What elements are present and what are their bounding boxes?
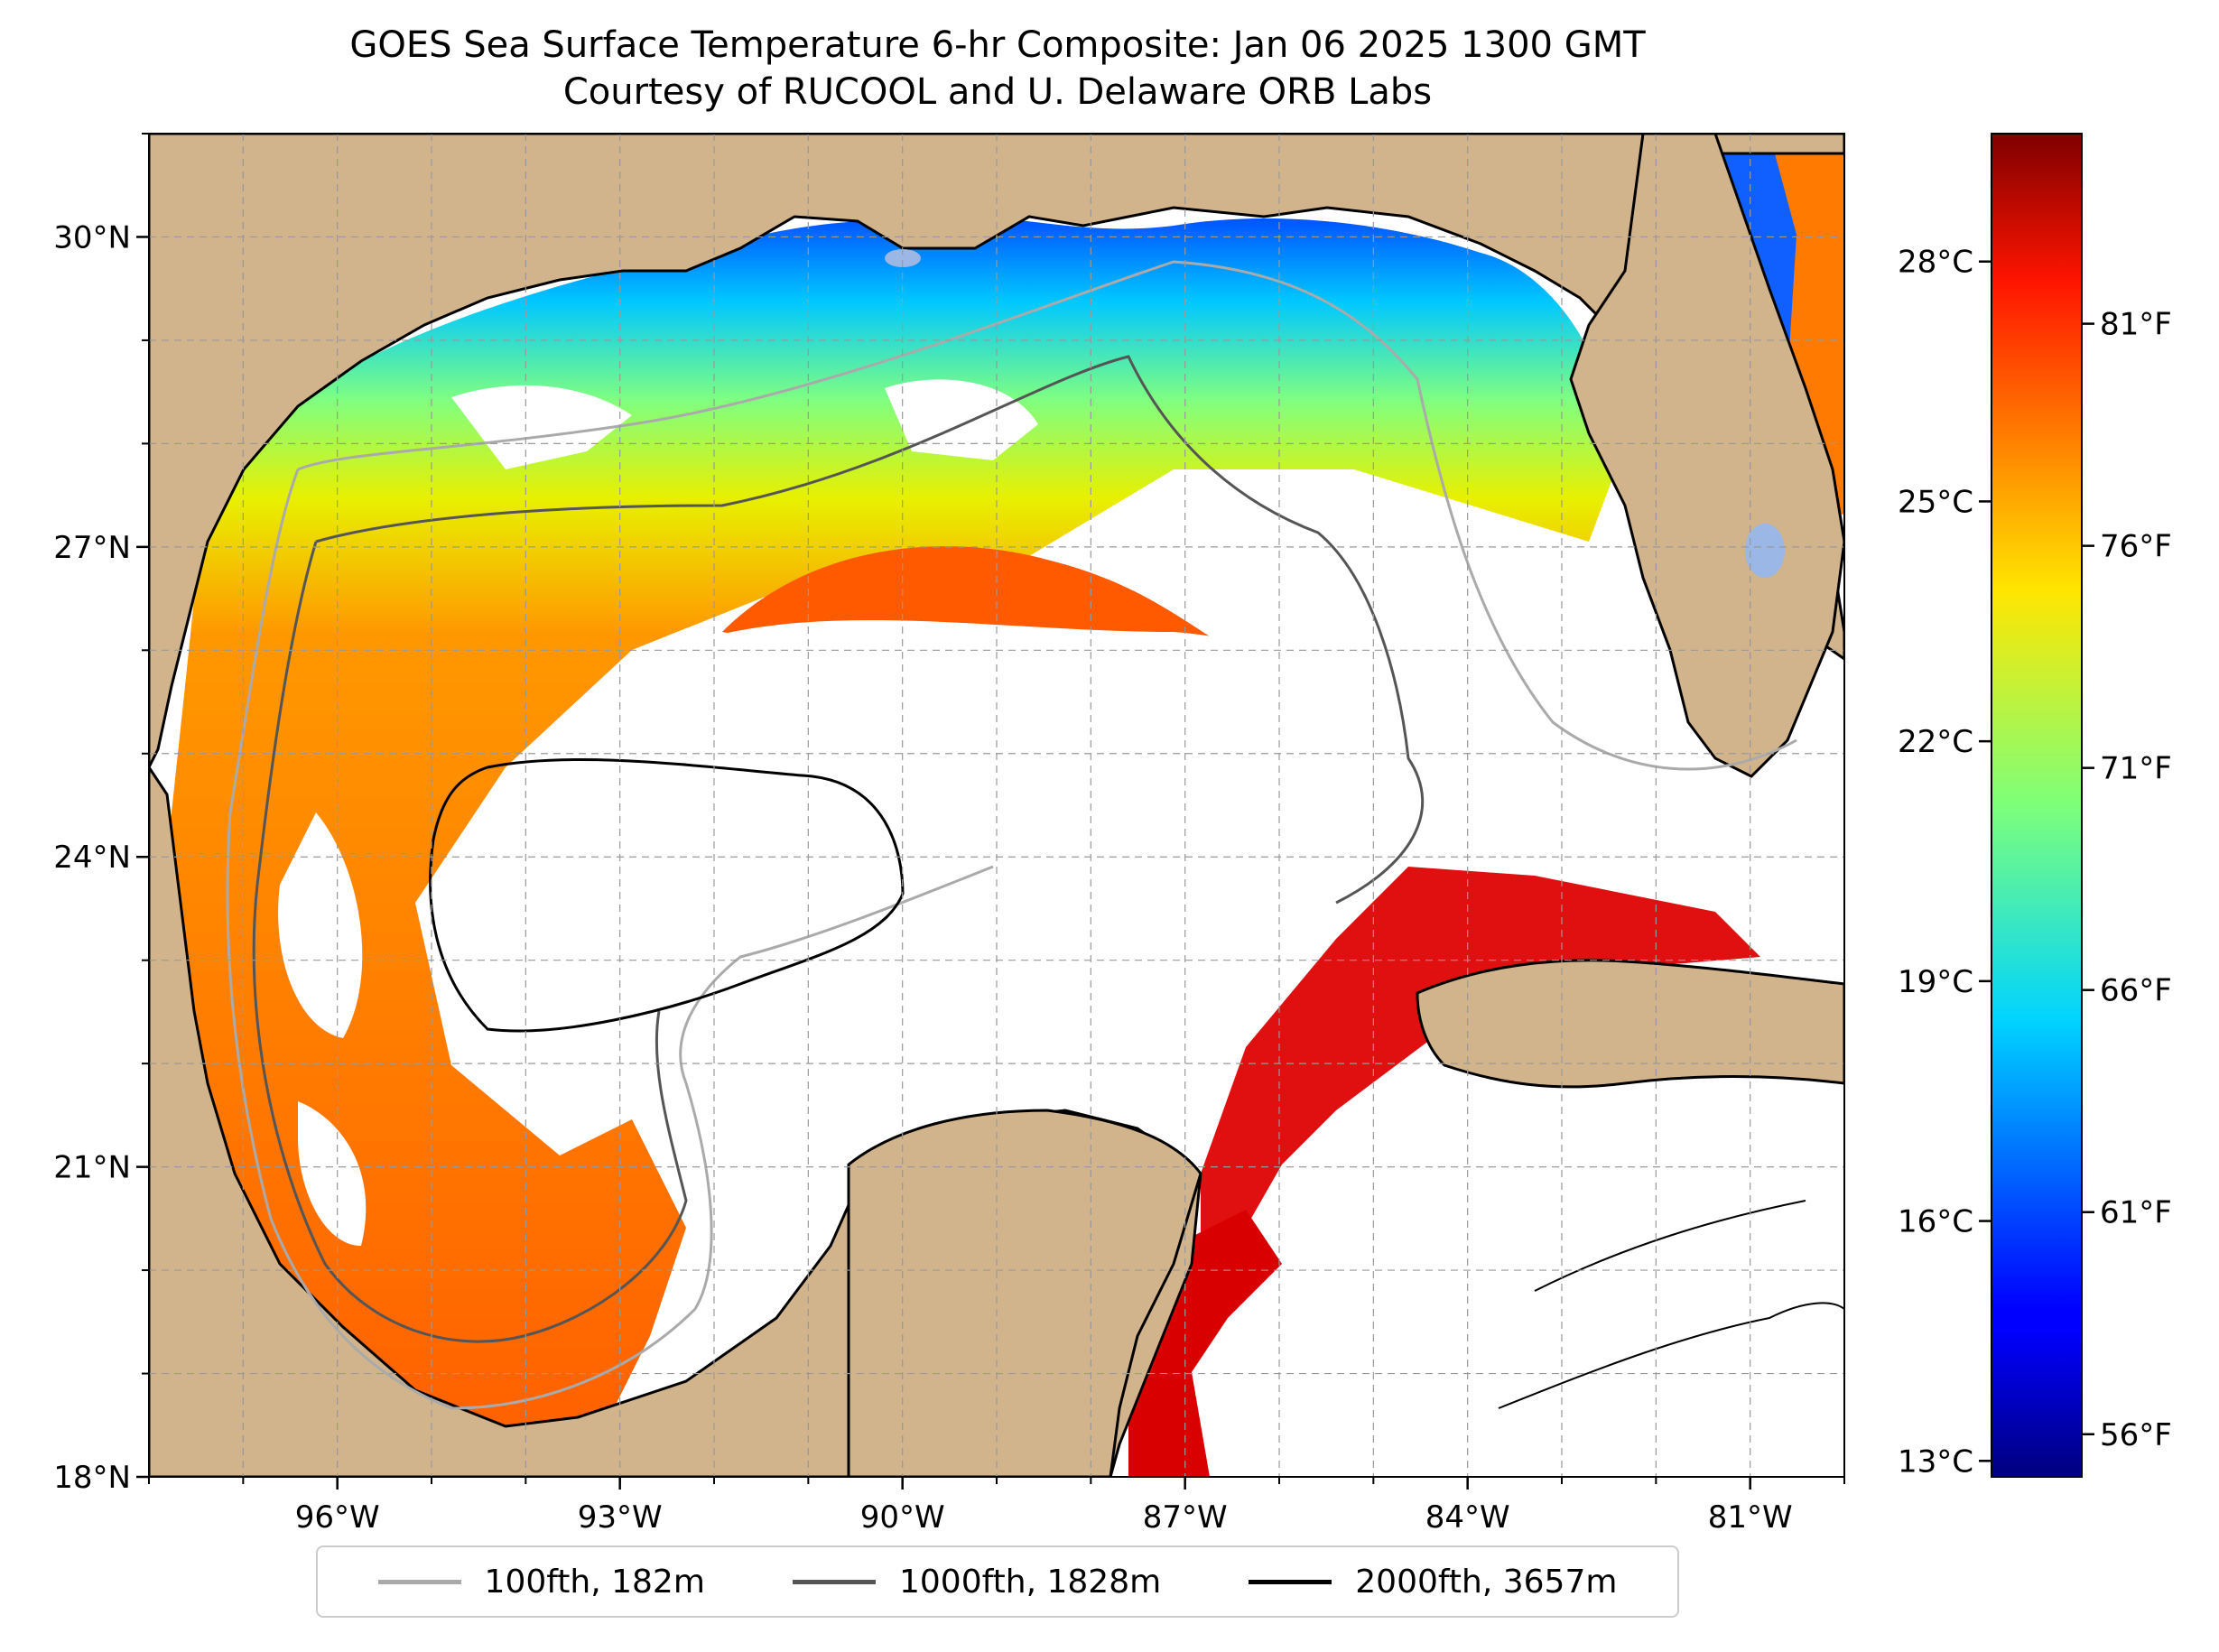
legend-item-1000fth: 1000fth, 1828m bbox=[793, 1564, 1161, 1601]
longitude-axis: 96°W 93°W 90°W 87°W 84°W 81°W bbox=[148, 1477, 1845, 1536]
lon-tick-label: 84°W bbox=[1425, 1499, 1510, 1536]
colorbar-celsius-label: 25°C bbox=[1898, 484, 1973, 520]
contour-2000fth-caribbean bbox=[1498, 1200, 1844, 1409]
lake-pontchartrain bbox=[885, 249, 921, 267]
land-yucatan bbox=[847, 1109, 1202, 1477]
legend-swatch-100fth bbox=[377, 1579, 461, 1584]
lon-tick-label: 81°W bbox=[1708, 1499, 1793, 1536]
cloud-gap-caribbean bbox=[1408, 1083, 1844, 1477]
colorbar-fahrenheit-label: 81°F bbox=[2100, 307, 2172, 343]
colorbar-celsius-label: 16°C bbox=[1898, 1204, 1973, 1240]
cloud-gap-central-east bbox=[1282, 650, 1636, 867]
lon-tick-label: 96°W bbox=[295, 1499, 380, 1536]
cloud-gap-central bbox=[668, 619, 1417, 957]
lat-tick-label: 24°N bbox=[53, 840, 131, 876]
lon-tick-label: 87°W bbox=[1143, 1499, 1228, 1536]
legend-item-2000fth: 2000fth, 3657m bbox=[1249, 1564, 1617, 1601]
map-title: GOES Sea Surface Temperature 6-hr Compos… bbox=[349, 24, 1646, 66]
colorbar-fahrenheit-label: 66°F bbox=[2100, 973, 2172, 1009]
lat-tick-label: 30°N bbox=[53, 219, 131, 255]
colorbar-fahrenheit-label: 76°F bbox=[2100, 529, 2172, 565]
legend-label-1000fth: 1000fth, 1828m bbox=[899, 1563, 1162, 1601]
legend-swatch-2000fth bbox=[1249, 1579, 1332, 1584]
land-florida bbox=[1569, 134, 1844, 778]
latitude-axis: 18°N 21°N 24°N 27°N 30°N bbox=[53, 133, 149, 1496]
contour-1000fth bbox=[252, 355, 1425, 1343]
colorbar-celsius-label: 13°C bbox=[1898, 1443, 1973, 1480]
lon-tick-label: 93°W bbox=[578, 1499, 663, 1536]
colorbar-fahrenheit-label: 56°F bbox=[2100, 1417, 2172, 1453]
contour-2000fth bbox=[429, 757, 905, 1033]
lon-tick-label: 90°W bbox=[860, 1499, 945, 1536]
colorbar bbox=[1991, 133, 2083, 1478]
legend-label-2000fth: 2000fth, 3657m bbox=[1355, 1563, 1618, 1601]
cloud-gap-south bbox=[298, 1101, 367, 1246]
legend-swatch-1000fth bbox=[793, 1579, 876, 1584]
colorbar-fahrenheit-label: 71°F bbox=[2100, 751, 2172, 787]
colorbar-celsius-label: 22°C bbox=[1898, 724, 1973, 760]
colorbar-celsius-label: 19°C bbox=[1898, 964, 1973, 1000]
lat-tick-label: 18°N bbox=[53, 1460, 131, 1496]
colorbar-celsius-axis: 13°C 16°C 19°C 22°C 25°C 28°C bbox=[1898, 245, 1992, 1480]
legend-label-100fth: 100fth, 182m bbox=[484, 1563, 705, 1601]
legend-item-100fth: 100fth, 182m bbox=[377, 1563, 705, 1601]
cloud-gap-northwest bbox=[451, 385, 632, 469]
cloud-gap-west bbox=[278, 812, 363, 1038]
lake-okeechobee bbox=[1745, 524, 1785, 578]
map-subtitle: Courtesy of RUCOOL and U. Delaware ORB L… bbox=[562, 71, 1433, 113]
colorbar-fahrenheit-label: 61°F bbox=[2100, 1195, 2172, 1231]
lat-tick-label: 27°N bbox=[53, 530, 131, 566]
contour-100fth bbox=[226, 260, 1797, 1410]
contour-legend: 100fth, 182m 1000fth, 1828m 2000fth, 365… bbox=[316, 1545, 1679, 1618]
colorbar-fahrenheit-axis: 56°F 61°F 66°F 71°F 76°F 81°F bbox=[2082, 307, 2172, 1453]
lat-tick-label: 21°N bbox=[53, 1150, 131, 1186]
land-cuba bbox=[1416, 959, 1844, 1089]
colorbar-celsius-label: 28°C bbox=[1898, 245, 1973, 281]
